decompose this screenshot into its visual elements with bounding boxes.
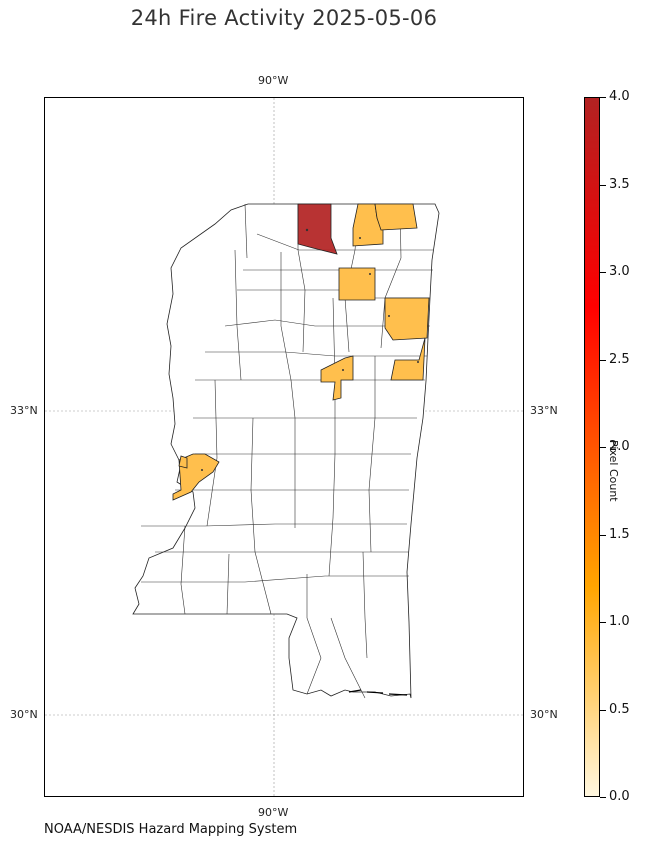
county-fire-1-c [338,267,376,301]
colorbar-tick-mark [600,447,606,448]
colorbar-tick-label: 1.5 [609,526,630,542]
county-fire-1-d [384,297,430,341]
fire-point [305,228,309,232]
colorbar-tick-mark [600,709,606,711]
colorbar-tick-mark [600,272,606,273]
lat-label-30-right: 30°N [530,708,558,721]
state-outline [132,203,440,699]
colorbar-tick-label: 2.0 [609,439,630,454]
mississippi-map [45,98,525,798]
colorbar-tick-label: 0.0 [609,789,630,804]
colorbar-tick-label: 0.5 [609,701,630,717]
colorbar-tick-label: 4.0 [609,89,630,104]
colorbar-tick-mark [600,534,606,536]
colorbar-title: Pixel Count [607,440,620,502]
source-attribution: NOAA/NESDIS Hazard Mapping System [44,822,298,837]
lon-label-bottom: 90°W [258,806,289,819]
fire-point [342,369,344,371]
map-frame [44,97,525,798]
fire-point [201,469,203,471]
colorbar-tick-label: 1.0 [609,614,630,629]
county-boundaries [141,203,433,699]
county-fire-1-f [320,355,354,401]
fire-point [369,273,371,275]
colorbar-tick-label: 3.0 [609,264,630,279]
fire-points [201,228,419,471]
colorbar [584,97,600,797]
county-fire-1-e [390,337,426,381]
lon-label-top: 90°W [258,74,289,87]
county-fire-1-h [178,455,188,469]
fire-counties [172,203,430,501]
colorbar-tick-mark [600,97,606,98]
map-title: 24h Fire Activity 2025-05-06 [130,6,438,30]
colorbar-tick-label: 2.5 [609,351,630,367]
fire-point [417,361,419,363]
colorbar-tick-label: 3.5 [609,176,630,192]
colorbar-tick-mark [600,797,606,798]
colorbar-tick-mark [600,359,606,361]
lat-label-33-right: 33°N [530,404,558,417]
fire-point [359,237,361,239]
colorbar-tick-mark [600,622,606,623]
lat-label-30-left: 30°N [10,708,38,721]
county-fire-4 [297,203,338,255]
lat-label-33-left: 33°N [10,404,38,417]
fire-point [388,315,390,317]
colorbar-tick-mark [600,184,606,186]
coastline-islands [348,689,408,696]
county-fire-1-b [374,203,418,231]
